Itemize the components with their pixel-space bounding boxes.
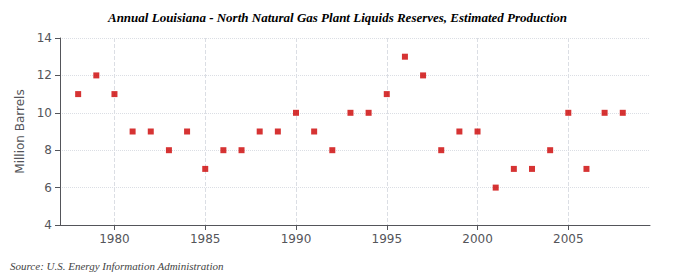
svg-text:1980: 1980	[99, 232, 130, 246]
svg-text:8: 8	[44, 143, 52, 157]
svg-text:1990: 1990	[281, 232, 312, 246]
svg-text:Million Barrels: Million Barrels	[13, 89, 27, 173]
svg-text:1985: 1985	[190, 232, 221, 246]
svg-text:14: 14	[37, 31, 52, 45]
svg-text:2000: 2000	[462, 232, 493, 246]
svg-text:4: 4	[44, 218, 52, 232]
svg-text:Annual Louisiana - North Natur: Annual Louisiana - North Natural Gas Pla…	[107, 10, 567, 25]
svg-text:6: 6	[44, 181, 52, 195]
svg-text:Source: U.S. Energy Informatio: Source: U.S. Energy Information Administ…	[10, 260, 224, 272]
svg-text:10: 10	[37, 106, 52, 120]
svg-text:1995: 1995	[371, 232, 402, 246]
svg-text:2005: 2005	[553, 232, 584, 246]
svg-text:12: 12	[37, 68, 52, 82]
